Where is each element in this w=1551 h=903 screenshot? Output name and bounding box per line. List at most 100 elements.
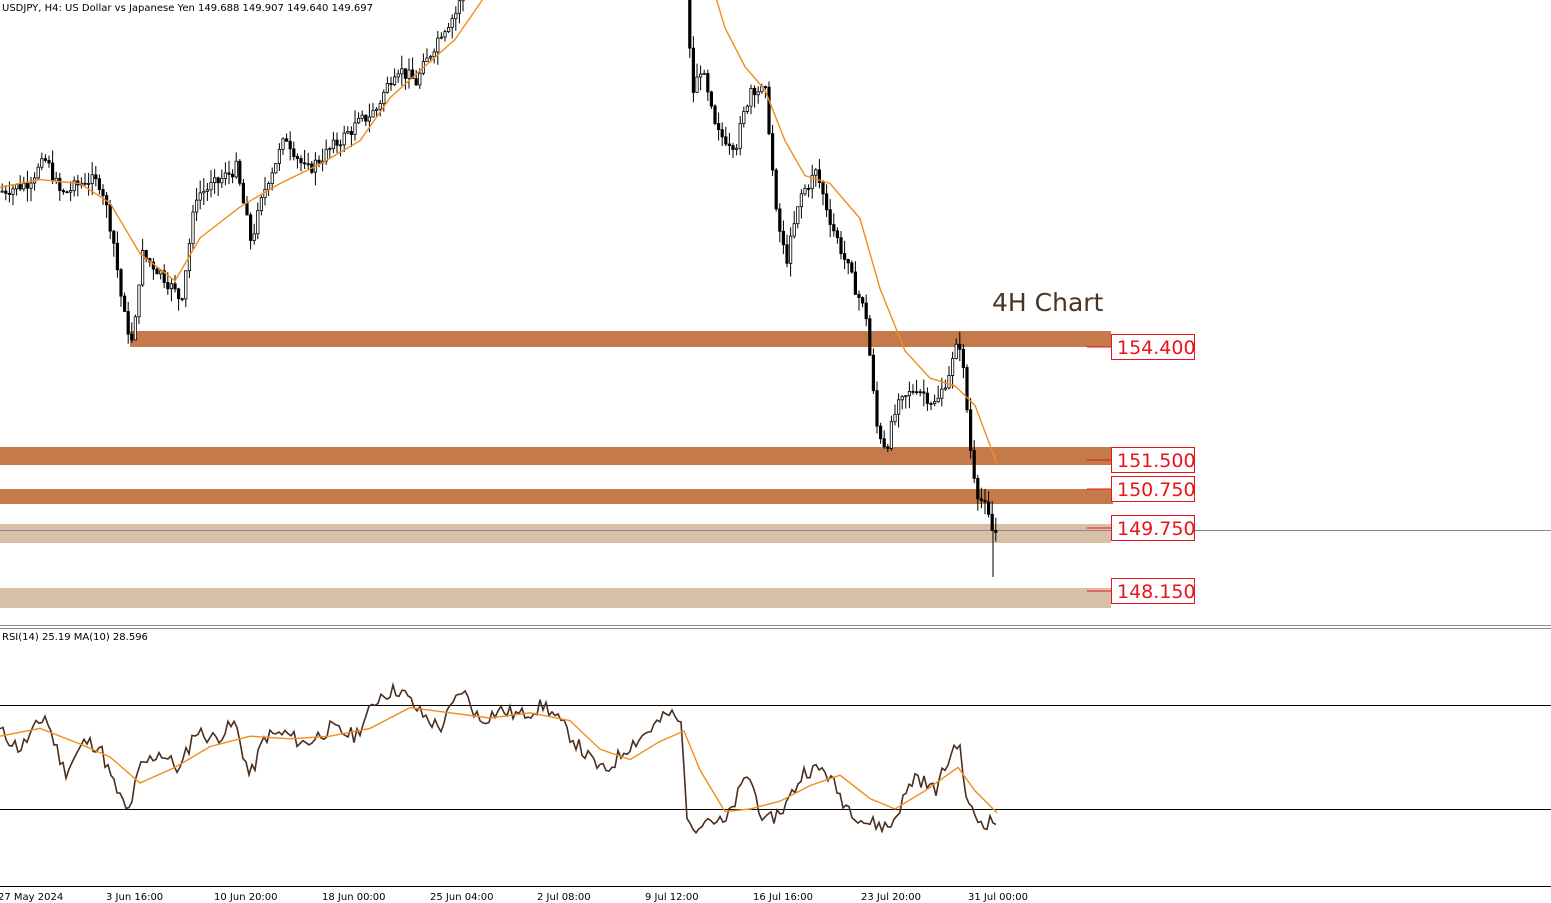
- candle: [425, 48, 429, 63]
- candle: [238, 158, 242, 187]
- candle: [259, 195, 264, 216]
- candle: [720, 122, 724, 147]
- candle: [727, 132, 732, 155]
- candle: [223, 162, 227, 186]
- candle: [443, 29, 447, 42]
- candle: [933, 394, 937, 407]
- candle: [47, 155, 51, 168]
- candle: [767, 81, 771, 136]
- candle: [180, 297, 184, 302]
- candle: [270, 167, 274, 191]
- candle: [756, 86, 760, 104]
- candle: [331, 131, 336, 154]
- candle: [266, 181, 271, 196]
- level-label-148-150: 148.150: [1087, 578, 1196, 604]
- candle: [40, 152, 44, 171]
- x-tick-label: 2 Jul 08:00: [537, 892, 591, 903]
- zone-154-400: [130, 331, 1111, 347]
- x-tick-label: 16 Jul 16:00: [753, 892, 813, 903]
- candle: [306, 152, 310, 170]
- x-tick-label: 18 Jun 00:00: [322, 892, 386, 903]
- candle: [940, 377, 944, 407]
- candle: [745, 104, 750, 114]
- candle: [961, 344, 966, 379]
- candle: [436, 30, 440, 65]
- candle: [191, 204, 195, 250]
- candle: [778, 203, 782, 243]
- candle: [371, 103, 375, 118]
- candle: [227, 160, 231, 185]
- svg-text:154.400: 154.400: [1117, 337, 1196, 359]
- level-label-149-750: 149.750: [1087, 515, 1196, 541]
- candle: [112, 229, 116, 257]
- candle: [158, 269, 163, 280]
- candle: [882, 430, 886, 449]
- candle: [864, 294, 868, 327]
- candle: [277, 143, 282, 171]
- level-label-151-500: 151.500: [1087, 447, 1196, 473]
- x-tick-label: 10 Jun 20:00: [214, 892, 278, 903]
- candle: [839, 231, 843, 260]
- candle: [835, 227, 840, 244]
- candle: [130, 322, 134, 344]
- candle: [108, 199, 112, 240]
- candle: [907, 381, 912, 409]
- candle: [828, 199, 832, 238]
- candle: [140, 238, 145, 287]
- rsi-line: [0, 681, 997, 835]
- candle: [83, 173, 87, 186]
- candle: [846, 258, 850, 275]
- candle: [173, 274, 177, 293]
- candle: [925, 387, 930, 411]
- candle: [947, 366, 951, 390]
- candle: [965, 364, 969, 413]
- candle: [868, 314, 872, 356]
- candle: [234, 152, 238, 179]
- svg-text:148.150: 148.150: [1117, 581, 1196, 603]
- candle: [789, 227, 793, 277]
- candle: [194, 187, 199, 222]
- candle: [126, 301, 130, 344]
- svg-text:151.500: 151.500: [1117, 450, 1196, 472]
- candle: [709, 90, 714, 109]
- candle: [302, 149, 307, 169]
- candle: [274, 163, 278, 174]
- svg-text:150.750: 150.750: [1117, 479, 1196, 501]
- candle: [976, 474, 980, 511]
- candle: [889, 415, 894, 451]
- candle: [702, 69, 706, 75]
- candle: [65, 190, 69, 194]
- candle: [785, 234, 789, 268]
- candle: [396, 69, 400, 83]
- candle: [799, 189, 804, 219]
- candle: [295, 153, 300, 169]
- candle: [220, 169, 224, 189]
- x-tick-label: 31 Jul 00:00: [968, 892, 1028, 903]
- candle: [983, 488, 987, 515]
- candle: [410, 57, 415, 79]
- candle: [893, 404, 897, 426]
- candle: [378, 100, 382, 117]
- candle: [969, 397, 973, 459]
- candle: [439, 32, 444, 40]
- candle: [184, 270, 188, 308]
- candle: [241, 178, 245, 204]
- candle: [857, 290, 861, 311]
- candle: [281, 137, 285, 155]
- zone-149-750: [0, 524, 1111, 543]
- candle: [821, 180, 825, 206]
- x-tick-label: 25 Jun 04:00: [430, 892, 494, 903]
- x-tick-label: 23 Jul 20:00: [861, 892, 921, 903]
- candle: [364, 114, 368, 126]
- candle: [774, 167, 778, 212]
- candle: [958, 331, 962, 362]
- candle: [43, 154, 48, 163]
- candle: [742, 106, 746, 128]
- candle: [688, 0, 692, 58]
- candle: [792, 211, 796, 239]
- x-tick-label: 9 Jul 12:00: [645, 892, 699, 903]
- candle: [814, 168, 818, 187]
- candle: [248, 212, 253, 250]
- candle: [879, 422, 883, 444]
- candle: [209, 170, 213, 198]
